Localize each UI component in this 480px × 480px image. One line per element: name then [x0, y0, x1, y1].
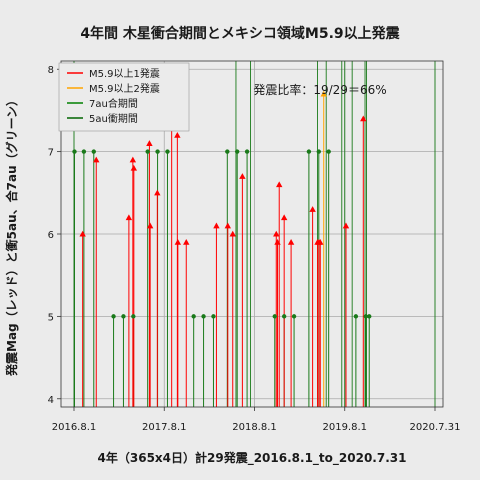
quake-marker: [320, 90, 327, 97]
green-marker: [91, 149, 96, 154]
quake-marker: [213, 222, 220, 229]
quake-marker: [174, 131, 181, 138]
green-marker: [111, 314, 116, 319]
quake-marker: [287, 239, 295, 245]
green-marker: [121, 314, 126, 319]
quake-marker: [276, 181, 283, 188]
quake-marker: [146, 140, 153, 146]
quake-marker: [274, 239, 281, 245]
legend-label-eq2: M5.9以上2発震: [89, 82, 160, 95]
y-tick-label: 4: [48, 395, 54, 406]
green-marker: [234, 149, 240, 154]
quake-marker: [125, 214, 133, 221]
quake-marker: [174, 239, 182, 245]
green-marker: [244, 149, 250, 154]
legend-box: [58, 62, 190, 132]
green-marker: [363, 314, 368, 319]
x-ticks: 2016.8.1 2017.8.1 2018.8.1 2019.8.1 2020.7.3…: [52, 407, 461, 433]
green-marker: [367, 314, 372, 319]
green-marker: [326, 149, 331, 154]
x-tick-label: 2016.8.1: [52, 422, 97, 433]
green-marker: [291, 314, 297, 319]
quake-marker: [93, 156, 100, 163]
quake-marker: [129, 156, 137, 163]
legend-label-conj: 7au合期間: [89, 97, 138, 110]
quake-marker: [360, 115, 367, 122]
x-tick-label: 2018.8.1: [232, 422, 277, 433]
green-marker: [81, 149, 87, 154]
green-marker: [165, 149, 170, 154]
y-axis-label: 発震Mag（レッド）と衝5au、合7au（グリーン）: [4, 94, 19, 377]
x-tick-label: 2017.8.1: [142, 422, 187, 433]
stems: [73, 93, 370, 407]
quake-marker: [342, 222, 350, 229]
quake-marker: [79, 230, 86, 237]
legend-label-opp: 5au衝期間: [89, 112, 138, 125]
green-marker: [225, 149, 230, 154]
chart-title: 4年間 木星衝合期間とメキシコ領域M5.9以上発震: [80, 25, 400, 42]
quake-marker: [239, 173, 246, 179]
green-marker: [191, 314, 196, 319]
quake-marker: [154, 189, 161, 196]
green-marker: [72, 149, 77, 154]
green-marker: [281, 314, 287, 319]
x-tick-label: 2020.7.31: [410, 422, 461, 433]
quake-marker: [130, 164, 138, 171]
green-marker: [201, 314, 206, 319]
quake-marker: [309, 206, 316, 212]
legend-label-eq1: M5.9以上1発震: [89, 67, 160, 80]
green-marker: [306, 149, 312, 154]
quake-marker: [229, 230, 236, 237]
quake-marker: [146, 222, 154, 229]
quake-marker: [273, 230, 280, 237]
quake-marker: [317, 239, 324, 245]
y-tick-label: 7: [48, 148, 54, 159]
ratio-annotation: 発震比率：19/29＝66%: [253, 82, 386, 97]
y-tick-label: 6: [48, 230, 54, 241]
y-tick-label: 5: [48, 312, 54, 323]
markers: [72, 90, 372, 319]
x-tick-label: 2019.8.1: [322, 422, 367, 433]
quake-marker: [224, 222, 231, 229]
x-axis-label: 4年（365x4日）計29発震_2016.8.1_to_2020.7.31: [98, 450, 407, 466]
green-marker: [131, 314, 136, 319]
y-tick-label: 8: [48, 65, 54, 76]
green-marker: [155, 149, 160, 154]
green-marker: [316, 149, 321, 154]
quake-marker: [280, 214, 288, 221]
green-marker: [272, 314, 277, 319]
y-ticks: 4 5 6 7 8: [48, 65, 61, 406]
legend: M5.9以上1発震 M5.9以上2発震 7au合期間 5au衝期間: [58, 62, 190, 132]
green-marker: [211, 314, 216, 319]
green-marker: [145, 149, 150, 154]
green-marker: [353, 314, 359, 319]
quake-marker: [183, 239, 190, 245]
